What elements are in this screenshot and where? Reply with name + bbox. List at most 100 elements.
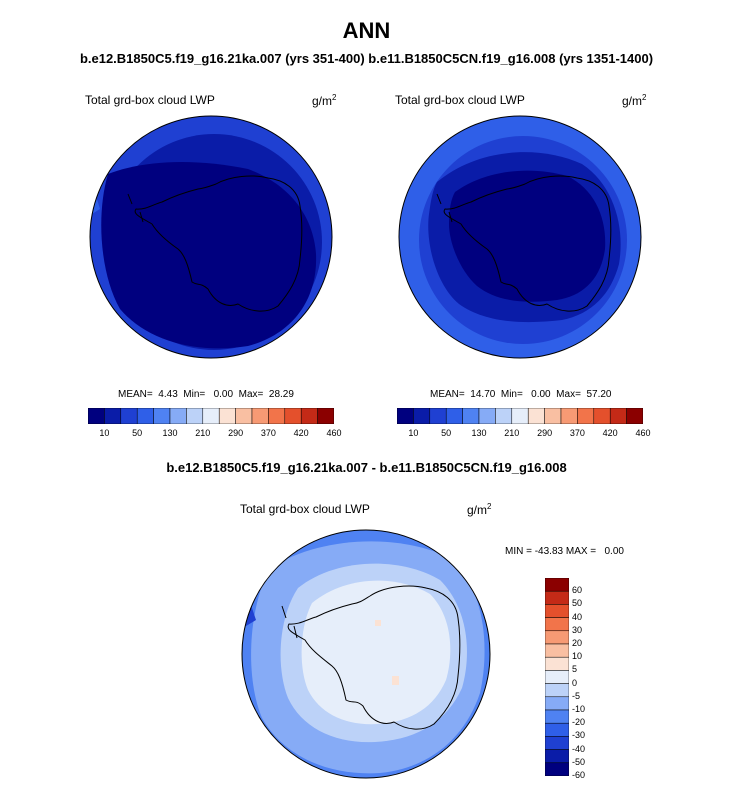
colorbar-swatch [545,656,569,671]
colorbar-swatch [545,762,569,776]
colorbar-tick-label: -60 [572,770,586,780]
colorbar-swatch [284,408,302,424]
colorbar-tick-label: 5 [572,664,578,675]
colorbar-tick-label: 10 [99,428,110,438]
colorbar-swatch [577,408,595,424]
colorbar-difference [545,578,569,776]
colorbar-swatch [626,408,643,424]
colorbar-tick-label: 60 [572,585,583,596]
map-panel1 [89,115,333,359]
colorbar-tick-label: -5 [572,690,581,701]
colorbar-panel2 [397,408,643,424]
map2-inner-field [449,170,606,302]
colorbar-swatch [136,408,154,424]
colorbar-swatch [462,408,480,424]
colorbar-tick-label: 290 [228,428,244,438]
colorbar-tick-label: 210 [504,428,520,438]
colorbar-tick-label: 50 [572,598,583,609]
colorbar-swatch [545,696,569,711]
panel1-stats: MEAN= 4.43 Min= 0.00 Max= 28.29 [118,389,294,400]
panel2-stats: MEAN= 14.70 Min= 0.00 Max= 57.20 [430,389,612,400]
colorbar-tick-label: 420 [602,428,618,438]
difference-title: b.e12.B1850C5.f19_g16.21ka.007 - b.e11.B… [166,460,567,475]
colorbar-swatch [544,408,562,424]
map-panel2 [398,115,642,359]
colorbar-swatch [268,408,286,424]
colorbar-swatch [235,408,253,424]
panel1-label: Total grd-box cloud LWP [85,93,215,107]
colorbar-swatch [120,408,138,424]
colorbar-swatch [88,408,105,424]
colorbar-swatch [593,408,611,424]
colorbar-swatch [609,408,627,424]
colorbar-swatch [218,408,236,424]
colorbar-swatch [445,408,463,424]
colorbar-tick-label: 370 [260,428,276,438]
colorbar-swatch [545,683,569,698]
colorbar-swatch [545,709,569,724]
colorbar-swatch [169,408,187,424]
colorbar-tick-label: -10 [572,704,586,714]
colorbar-swatch [153,408,171,424]
colorbar-swatch [300,408,318,424]
colorbar-swatch [397,408,414,424]
colorbar-tick-label: 210 [195,428,211,438]
colorbar-tick-label: -20 [572,717,586,728]
map3-antarctica-outline [287,585,461,730]
colorbar-swatch [202,408,220,424]
colorbar-swatch [511,408,529,424]
panel3-stats: MIN = -43.83 MAX = 0.00 [505,546,624,557]
panel1-units: g/m2 [312,93,337,108]
case-subtitle: b.e12.B1850C5.f19_g16.21ka.007 (yrs 351-… [79,51,654,66]
colorbar-tick-label: 40 [572,611,583,622]
colorbar-difference-ticks: 60 50 40 30 20 10 5 0 -5 -10 -20 -30 -40 -50 -60 [572,578,612,780]
panel2-label: Total grd-box cloud LWP [395,93,525,107]
panel2-units: g/m2 [622,93,647,108]
colorbar-tick-label: 130 [471,428,487,438]
map3-core [301,580,451,725]
colorbar-tick-label: 10 [572,651,583,662]
colorbar-tick-label: -40 [572,743,586,754]
colorbar-swatch [545,604,569,618]
colorbar-swatch [545,578,569,592]
colorbar-tick-label: 460 [326,428,342,438]
colorbar-panel1 [88,408,334,424]
colorbar-tick-label: -30 [572,730,586,741]
colorbar-swatch [545,736,569,750]
colorbar-swatch [545,590,569,605]
colorbar-swatch [560,408,578,424]
colorbar-tick-label: 0 [572,677,578,688]
colorbar-tick-label: 420 [293,428,309,438]
colorbar-tick-label: 130 [162,428,178,438]
colorbar-tick-label: -50 [572,756,586,767]
colorbar-tick-label: 370 [569,428,585,438]
colorbar-swatch [186,408,204,424]
map1-antarctica-outline [134,175,303,312]
panel3-units: g/m2 [467,502,492,517]
colorbar-tick-label: 20 [572,638,583,648]
colorbar-swatch [527,408,545,424]
colorbar-swatch [317,408,334,424]
colorbar-swatch [413,408,431,424]
colorbar-panel2-ticks: 10 50 130 210 290 370 420 460 [397,428,650,442]
colorbar-swatch [545,643,569,658]
colorbar-tick-label: 30 [572,624,583,635]
colorbar-swatch [545,617,569,632]
map2-antarctica-outline [443,175,612,312]
colorbar-swatch [495,408,513,424]
colorbar-tick-label: 460 [635,428,651,438]
colorbar-tick-label: 50 [132,428,143,438]
colorbar-swatch [545,670,569,684]
colorbar-swatch [251,408,269,424]
colorbar-swatch [545,722,569,737]
colorbar-tick-label: 10 [408,428,419,438]
colorbar-swatch [545,630,569,645]
colorbar-swatch [104,408,122,424]
colorbar-swatch [545,749,569,764]
map-difference [241,529,491,779]
colorbar-swatch [478,408,496,424]
colorbar-tick-label: 50 [441,428,452,438]
panel3-label: Total grd-box cloud LWP [240,502,370,516]
map1-inner-field [101,162,317,349]
colorbar-swatch [429,408,447,424]
